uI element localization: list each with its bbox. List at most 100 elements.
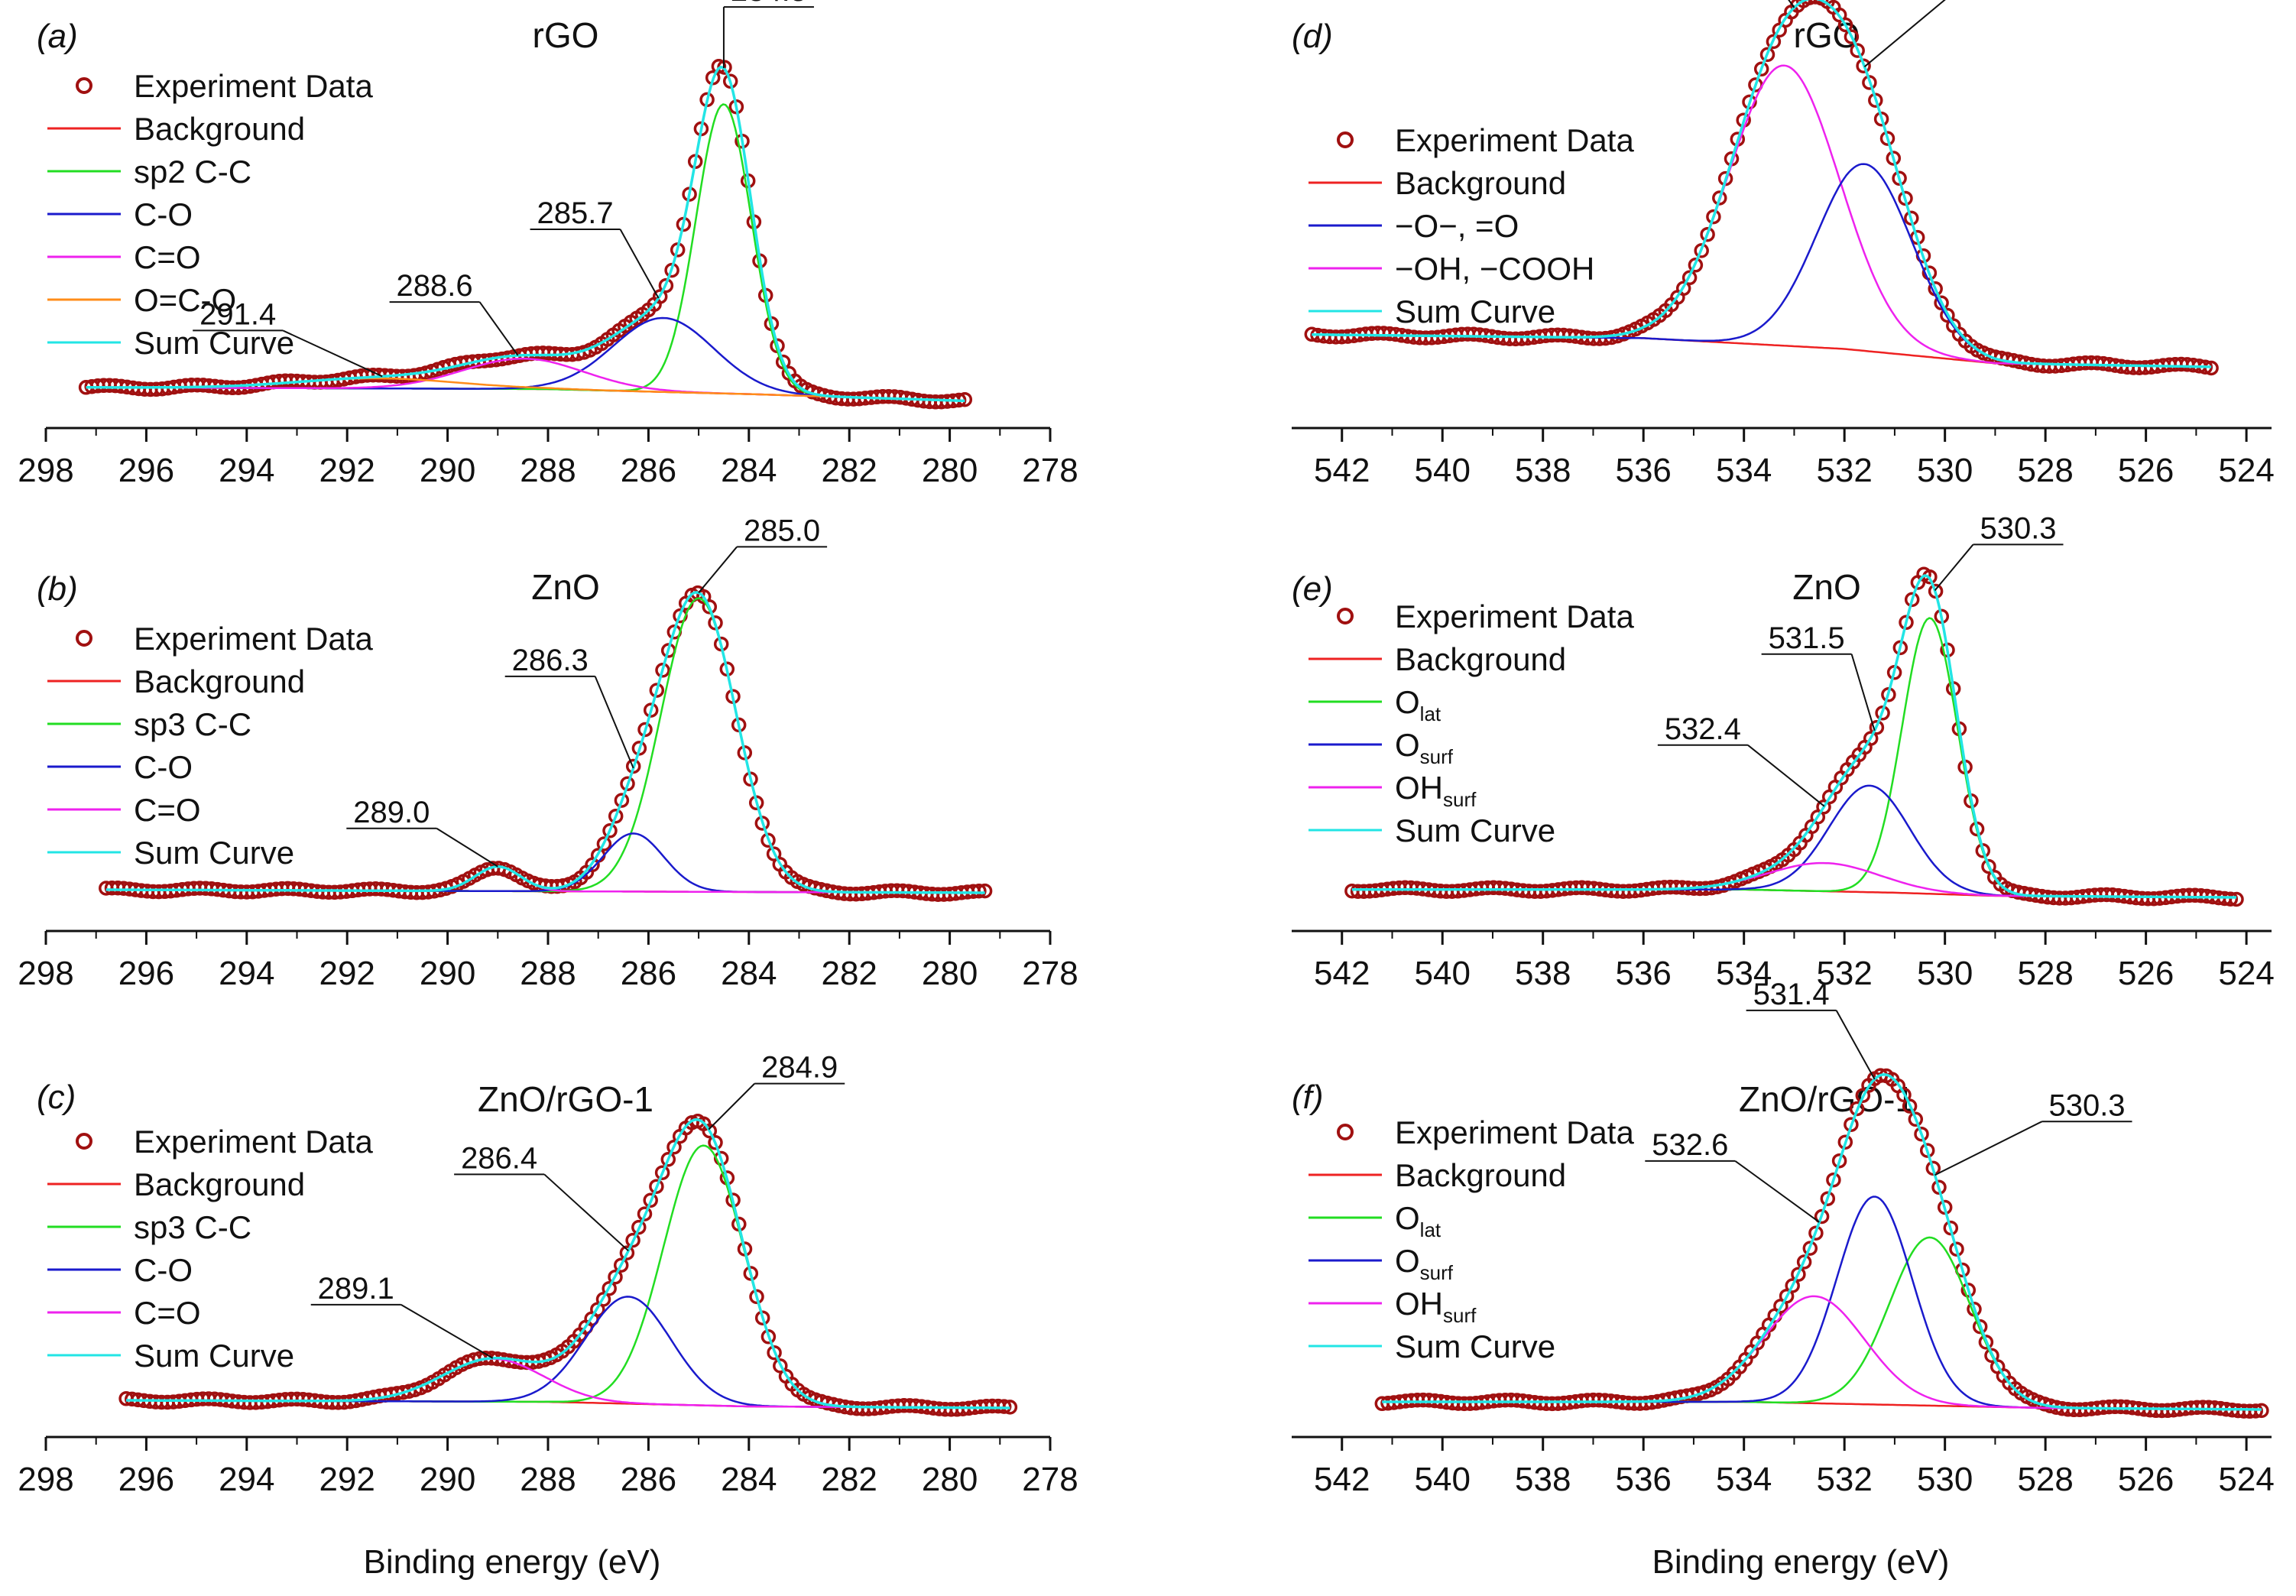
experiment-data-point bbox=[1902, 1098, 1918, 1114]
experiment-data-point bbox=[620, 776, 635, 792]
legend-label: sp3 C-C bbox=[134, 1209, 251, 1245]
experiment-data-point bbox=[643, 702, 659, 718]
peak-annotation: 530.3 bbox=[1980, 511, 2056, 545]
annotation-leader bbox=[619, 229, 660, 299]
legend-label: OHsurf bbox=[1395, 1286, 1477, 1327]
legend-label-text: sp3 C-C bbox=[134, 706, 251, 742]
x-tick-label: 534 bbox=[1716, 1461, 1772, 1498]
experiment-data-point bbox=[1869, 719, 1885, 735]
legend-label: Sum Curve bbox=[1395, 813, 1555, 848]
legend-label: Sum Curve bbox=[1395, 1328, 1555, 1364]
experiment-data-point bbox=[1892, 170, 1907, 187]
legend-marker bbox=[1337, 1124, 1354, 1140]
experiment-data-point bbox=[660, 1152, 676, 1167]
legend-label-text: Experiment Data bbox=[134, 1124, 373, 1160]
x-tick-label: 532 bbox=[1816, 1461, 1872, 1498]
experiment-data-point bbox=[643, 1192, 658, 1208]
x-tick-label: 288 bbox=[520, 1461, 576, 1498]
experiment-data-point bbox=[1850, 43, 1865, 58]
sum-curve-line bbox=[1382, 1073, 2262, 1411]
experiment-data-point bbox=[1742, 94, 1757, 110]
experiment-data-point bbox=[1753, 61, 1769, 77]
sum-curve-line bbox=[126, 1118, 1010, 1409]
legend-marker bbox=[76, 630, 92, 647]
experiment-data-point bbox=[619, 1245, 635, 1260]
experiment-data-point bbox=[613, 1257, 629, 1273]
x-tick-label: 524 bbox=[2218, 452, 2274, 489]
experiment-data-point bbox=[1681, 270, 1698, 286]
legend-label: Osurf bbox=[1395, 727, 1454, 768]
peak-annotation: 531.5 bbox=[1769, 621, 1845, 655]
experiment-data-point bbox=[596, 836, 612, 852]
legend-label-text: Sum Curve bbox=[134, 835, 294, 871]
legend-label: OHsurf bbox=[1395, 770, 1477, 811]
experiment-data-point bbox=[2223, 891, 2239, 907]
x-tick-label: 542 bbox=[1314, 955, 1370, 992]
legend-label-text: OH bbox=[1395, 1286, 1443, 1322]
legend-label-text: Sum Curve bbox=[134, 1338, 294, 1374]
panel-b: 298 296 294 292 290 288 286 284 282 280 278 (b) ZnO 2… bbox=[18, 514, 1078, 992]
experiment-data-point bbox=[2229, 891, 2244, 907]
annotation-leader bbox=[436, 827, 498, 868]
x-tick-label: 528 bbox=[2017, 955, 2073, 992]
peak-annotation: 532.6 bbox=[1652, 1128, 1728, 1162]
sum-curve-line bbox=[86, 65, 965, 403]
experiment-data-point bbox=[1808, 0, 1823, 5]
legend: Experiment Data Background OlatOsurfOHsurf… bbox=[1309, 1114, 1634, 1364]
legend: Experiment Data Background −O−, =O −OH, −CO… bbox=[1309, 122, 1634, 329]
legend-label-text: O bbox=[1395, 1243, 1420, 1279]
legend-label-text: Sum Curve bbox=[134, 325, 294, 361]
legend-label: sp2 C-C bbox=[134, 154, 251, 190]
legend-label: Olat bbox=[1395, 684, 1441, 725]
x-tick-label: 290 bbox=[420, 955, 475, 992]
x-tick-label: 540 bbox=[1415, 955, 1471, 992]
x-tick-label: 528 bbox=[2017, 1461, 2073, 1498]
experiment-data-point bbox=[1706, 209, 1721, 225]
x-tick-label: 294 bbox=[219, 955, 274, 992]
experiment-data-point bbox=[1785, 1278, 1800, 1293]
legend-label: Experiment Data bbox=[134, 621, 373, 657]
legend-label-text: C-O bbox=[134, 196, 193, 232]
peak-annotation: 530.3 bbox=[2048, 1088, 2125, 1122]
peak-annotation: 289.1 bbox=[318, 1272, 394, 1306]
experiment-data-point bbox=[1796, 1254, 1812, 1270]
peak-annotation: 286.3 bbox=[512, 644, 589, 677]
experiment-data-point bbox=[1712, 190, 1727, 206]
legend-label-subscript: lat bbox=[1420, 702, 1441, 725]
x-tick-label: 534 bbox=[1716, 955, 1772, 992]
x-tick-label: 284 bbox=[721, 452, 777, 489]
panel-title: ZnO bbox=[531, 567, 599, 607]
x-tick-label: 282 bbox=[821, 452, 877, 489]
sum-curve-line bbox=[1312, 0, 2212, 368]
experiment-data-point bbox=[1972, 1319, 1988, 1335]
legend-label: C=O bbox=[134, 1295, 201, 1331]
panel-label: (f) bbox=[1292, 1079, 1324, 1116]
legend-label: Background bbox=[1395, 1157, 1566, 1193]
x-tick-label: 286 bbox=[621, 1461, 676, 1498]
panel-label: (d) bbox=[1292, 18, 1333, 55]
panel-title: ZnO/rGO-1 bbox=[1739, 1079, 1915, 1119]
legend-label: Olat bbox=[1395, 1200, 1441, 1241]
legend-label-text: Experiment Data bbox=[1395, 598, 1634, 634]
legend-marker bbox=[1337, 608, 1354, 624]
x-tick-label: 278 bbox=[1022, 955, 1078, 992]
peak-annotation: 285.7 bbox=[537, 196, 613, 230]
experiment-data-point bbox=[1981, 858, 1996, 874]
legend-marker bbox=[1337, 131, 1354, 148]
experiment-data-point bbox=[1899, 615, 1914, 631]
experiment-data-point bbox=[743, 1266, 759, 1281]
legend-label: −OH, −COOH bbox=[1395, 251, 1594, 287]
panel-title: ZnO/rGO-1 bbox=[478, 1079, 653, 1119]
legend-label-text: Sum Curve bbox=[1395, 294, 1555, 329]
x-tick-label: 538 bbox=[1515, 1461, 1571, 1498]
x-tick-label: 528 bbox=[2017, 452, 2073, 489]
annotation-leader bbox=[1747, 744, 1825, 807]
experiment-data-point bbox=[760, 1329, 777, 1345]
peak-annotation: 532.4 bbox=[1665, 712, 1741, 746]
legend-label-subscript: surf bbox=[1443, 788, 1477, 811]
legend-label: O=C-O bbox=[134, 282, 236, 318]
x-tick-label: 534 bbox=[1716, 452, 1772, 489]
legend-marker bbox=[76, 1133, 92, 1150]
legend: Experiment Data Background sp3 C-C C-O C=O Su… bbox=[47, 621, 373, 871]
experiment-data-point bbox=[1925, 1160, 1941, 1176]
